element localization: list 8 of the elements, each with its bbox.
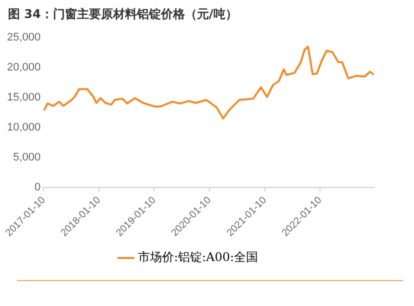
y-tick-label: 15,000 (6, 92, 41, 104)
y-tick-label: 5,000 (13, 151, 41, 164)
legend-label: 市场价:铝锭:A00:全国 (138, 250, 258, 264)
y-tick-label: 0 (34, 181, 41, 194)
y-tick-label: 10,000 (6, 121, 41, 134)
y-tick-label: 25,000 (6, 32, 41, 44)
chart-title: 图 34：门窗主要原材料铝锭价格（元/吨） (8, 6, 238, 23)
y-tick-label: 20,000 (6, 62, 41, 74)
